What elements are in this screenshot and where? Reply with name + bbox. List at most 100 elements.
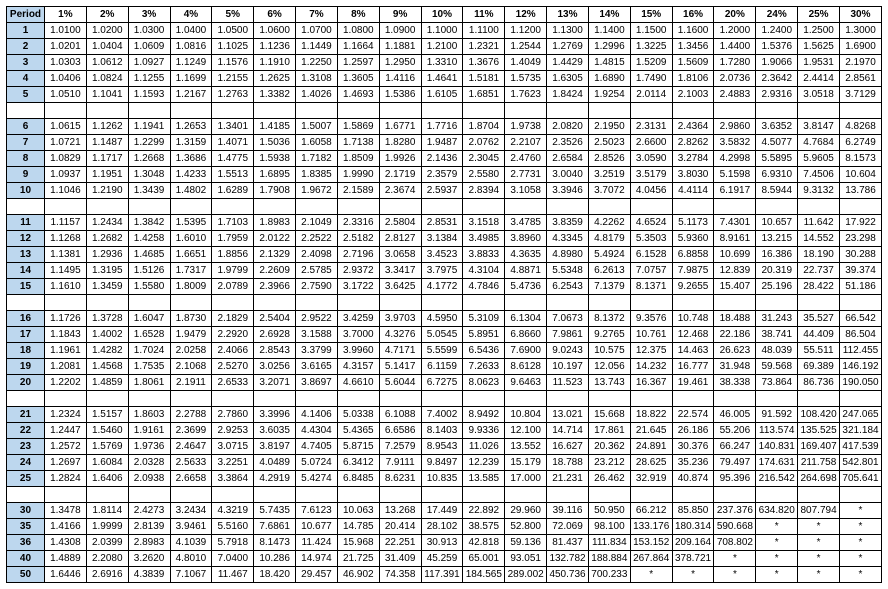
value-cell: 48.039 xyxy=(756,343,798,359)
value-cell: 16.367 xyxy=(630,375,672,391)
value-cell: 18.190 xyxy=(798,247,840,263)
column-header: 12% xyxy=(505,7,547,23)
value-cell: 1.1500 xyxy=(630,23,672,39)
value-cell: 1.1046 xyxy=(44,183,86,199)
table-row: 151.16101.34591.55801.80092.07892.39662.… xyxy=(7,279,882,295)
value-cell: 1.0927 xyxy=(128,55,170,71)
value-cell: 133.176 xyxy=(630,519,672,535)
column-header: 14% xyxy=(588,7,630,23)
column-header: 10% xyxy=(421,7,463,23)
value-cell: 15.407 xyxy=(714,279,756,295)
period-cell: 24 xyxy=(7,455,45,471)
value-cell: 1.3000 xyxy=(840,23,882,39)
value-cell: 2.0762 xyxy=(463,135,505,151)
value-cell: 1.6771 xyxy=(379,119,421,135)
value-cell: 1.5386 xyxy=(379,87,421,103)
value-cell: 1.7959 xyxy=(212,231,254,247)
value-cell: 2.1003 xyxy=(672,87,714,103)
value-cell: 7.6900 xyxy=(505,343,547,359)
value-cell: 2.6928 xyxy=(254,327,296,343)
value-cell: 1.0700 xyxy=(296,23,338,39)
value-cell: 26.186 xyxy=(672,423,714,439)
value-cell: 3.8960 xyxy=(505,231,547,247)
value-cell: 1.8509 xyxy=(337,151,379,167)
table-row: 111.11571.24341.38421.53951.71031.89832.… xyxy=(7,215,882,231)
value-cell: 705.641 xyxy=(840,471,882,487)
value-cell: 39.374 xyxy=(840,263,882,279)
value-cell: 5.6044 xyxy=(379,375,421,391)
value-cell: 2.6584 xyxy=(547,151,589,167)
value-cell: 8.6231 xyxy=(379,471,421,487)
value-cell: 247.065 xyxy=(840,407,882,423)
value-cell: 13.552 xyxy=(505,439,547,455)
value-cell: 1.3676 xyxy=(463,55,505,71)
value-cell: 1.4071 xyxy=(212,135,254,151)
value-cell: 5.8951 xyxy=(463,327,505,343)
value-cell: 1.1495 xyxy=(44,263,86,279)
value-cell: 2.2788 xyxy=(170,407,212,423)
period-cell: 10 xyxy=(7,183,45,199)
value-cell: 2.4760 xyxy=(505,151,547,167)
value-cell: 22.574 xyxy=(672,407,714,423)
value-cell: 2.3674 xyxy=(379,183,421,199)
table-row: 41.04061.08241.12551.16991.21551.26251.3… xyxy=(7,71,882,87)
period-cell: 16 xyxy=(7,311,45,327)
value-cell: 2.8127 xyxy=(379,231,421,247)
value-cell: * xyxy=(840,567,882,583)
value-cell: 2.6533 xyxy=(212,375,254,391)
column-header: 9% xyxy=(379,7,421,23)
value-cell: 6.2613 xyxy=(588,263,630,279)
value-cell: 45.259 xyxy=(421,551,463,567)
value-cell: 5.5599 xyxy=(421,343,463,359)
value-cell: 1.2155 xyxy=(212,71,254,87)
value-cell: 1.9736 xyxy=(128,439,170,455)
value-cell: 378.721 xyxy=(672,551,714,567)
value-cell: 4.7684 xyxy=(798,135,840,151)
value-cell: 6.1159 xyxy=(421,359,463,375)
value-cell: 321.184 xyxy=(840,423,882,439)
value-cell: 15.668 xyxy=(588,407,630,423)
value-cell: 2.2609 xyxy=(254,263,296,279)
value-cell: 1.1255 xyxy=(128,71,170,87)
value-cell: 8.0623 xyxy=(463,375,505,391)
value-cell: 2.8983 xyxy=(128,535,170,551)
value-cell: 5.4274 xyxy=(296,471,338,487)
value-cell: 1.5625 xyxy=(798,39,840,55)
value-cell: 1.6890 xyxy=(588,71,630,87)
value-cell: 1.6289 xyxy=(212,183,254,199)
value-cell: 1.3159 xyxy=(170,135,212,151)
value-cell: 95.396 xyxy=(714,471,756,487)
value-cell: 2.6916 xyxy=(86,567,128,583)
value-cell: 1.0612 xyxy=(86,55,128,71)
spacer-row xyxy=(7,391,882,407)
value-cell: 1.1249 xyxy=(170,55,212,71)
value-cell: 6.2543 xyxy=(547,279,589,295)
value-cell: 1.2824 xyxy=(44,471,86,487)
value-cell: 5.4736 xyxy=(505,279,547,295)
value-cell: 7.6861 xyxy=(254,519,296,535)
value-cell: 700.233 xyxy=(588,567,630,583)
value-cell: 1.1000 xyxy=(421,23,463,39)
value-cell: 1.4859 xyxy=(86,375,128,391)
value-cell: 1.5869 xyxy=(337,119,379,135)
value-cell: 16.386 xyxy=(756,247,798,263)
value-cell: 7.1067 xyxy=(170,567,212,583)
value-cell: 1.9799 xyxy=(212,263,254,279)
column-header: 25% xyxy=(798,7,840,23)
value-cell: 1.6446 xyxy=(44,567,86,583)
value-cell: 31.948 xyxy=(714,359,756,375)
table-row: 91.09371.19511.30481.42331.55131.68951.8… xyxy=(7,167,882,183)
column-header: 3% xyxy=(128,7,170,23)
value-cell: 1.5395 xyxy=(170,215,212,231)
table-row: 251.28241.64062.09382.66583.38644.29195.… xyxy=(7,471,882,487)
value-cell: 93.051 xyxy=(505,551,547,567)
value-cell: 73.864 xyxy=(756,375,798,391)
value-cell: 20.362 xyxy=(588,439,630,455)
value-cell: 1.5580 xyxy=(128,279,170,295)
value-cell: 3.6425 xyxy=(379,279,421,295)
period-header: Period xyxy=(7,7,45,23)
value-cell: 17.000 xyxy=(505,471,547,487)
value-cell: 2.3045 xyxy=(463,151,505,167)
value-cell: 17.861 xyxy=(588,423,630,439)
value-cell: 1.1025 xyxy=(212,39,254,55)
